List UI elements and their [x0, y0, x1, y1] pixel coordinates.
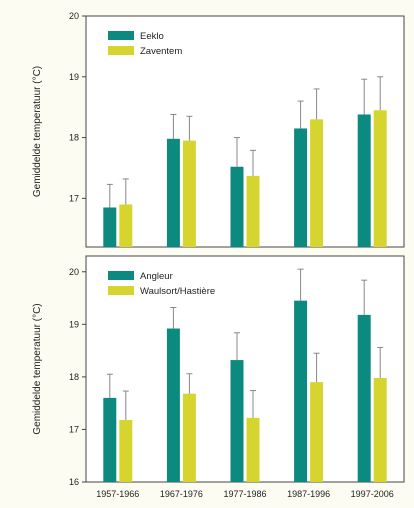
- bar: [182, 393, 196, 482]
- y-tick-label: 18: [69, 133, 79, 143]
- bottom-chart: 16 17 18 19 20 Gemiddelde temperatuur (°C) 195…: [32, 255, 405, 499]
- bar: [182, 140, 196, 247]
- legend-label: Zaventem: [140, 46, 182, 57]
- x-tick-label: 1987-1996: [287, 489, 330, 499]
- bar: [103, 207, 117, 247]
- bar: [310, 382, 324, 482]
- y-tick-label: 20: [69, 11, 79, 21]
- bar: [230, 166, 244, 247]
- bar: [230, 360, 244, 482]
- legend-swatch: [108, 271, 134, 280]
- legend-swatch: [108, 46, 134, 55]
- legend-label: Waulsort/Hastière: [140, 286, 215, 297]
- y-tick-label: 17: [69, 424, 79, 434]
- y-tick-label: 20: [69, 267, 79, 277]
- legend-label: Eeklo: [140, 31, 164, 42]
- bar: [103, 397, 117, 482]
- x-tick-label: 1977-1986: [223, 489, 266, 499]
- plot-area: [85, 255, 405, 483]
- bar: [119, 419, 133, 482]
- bar: [373, 377, 387, 482]
- legend-swatch: [108, 31, 134, 40]
- x-tick-label: 1967-1976: [160, 489, 203, 499]
- bar: [357, 314, 371, 482]
- bar: [119, 204, 133, 247]
- plot-area: [85, 15, 405, 248]
- legend-swatch: [108, 286, 134, 295]
- bar: [246, 175, 260, 247]
- y-tick-label: 16: [69, 477, 79, 487]
- top-chart: 17 18 19 20 Gemiddelde temperatuur (°C) Eeklo…: [32, 11, 405, 248]
- bar: [373, 110, 387, 247]
- bar: [166, 138, 180, 247]
- y-tick-label: 18: [69, 372, 79, 382]
- legend-label: Angleur: [140, 271, 173, 282]
- bar: [294, 128, 308, 247]
- y-tick-label: 17: [69, 193, 79, 203]
- bar: [294, 300, 308, 482]
- x-tick-label: 1997-2006: [351, 489, 394, 499]
- bar: [246, 417, 260, 482]
- y-axis-label: Gemiddelde temperatuur (°C): [32, 66, 43, 197]
- y-tick-label: 19: [69, 319, 79, 329]
- bar: [310, 119, 324, 247]
- bar: [357, 114, 371, 248]
- bar: [166, 328, 180, 482]
- y-tick-label: 19: [69, 72, 79, 82]
- x-tick-label: 1957-1966: [96, 489, 139, 499]
- y-axis-label: Gemiddelde temperatuur (°C): [32, 303, 43, 434]
